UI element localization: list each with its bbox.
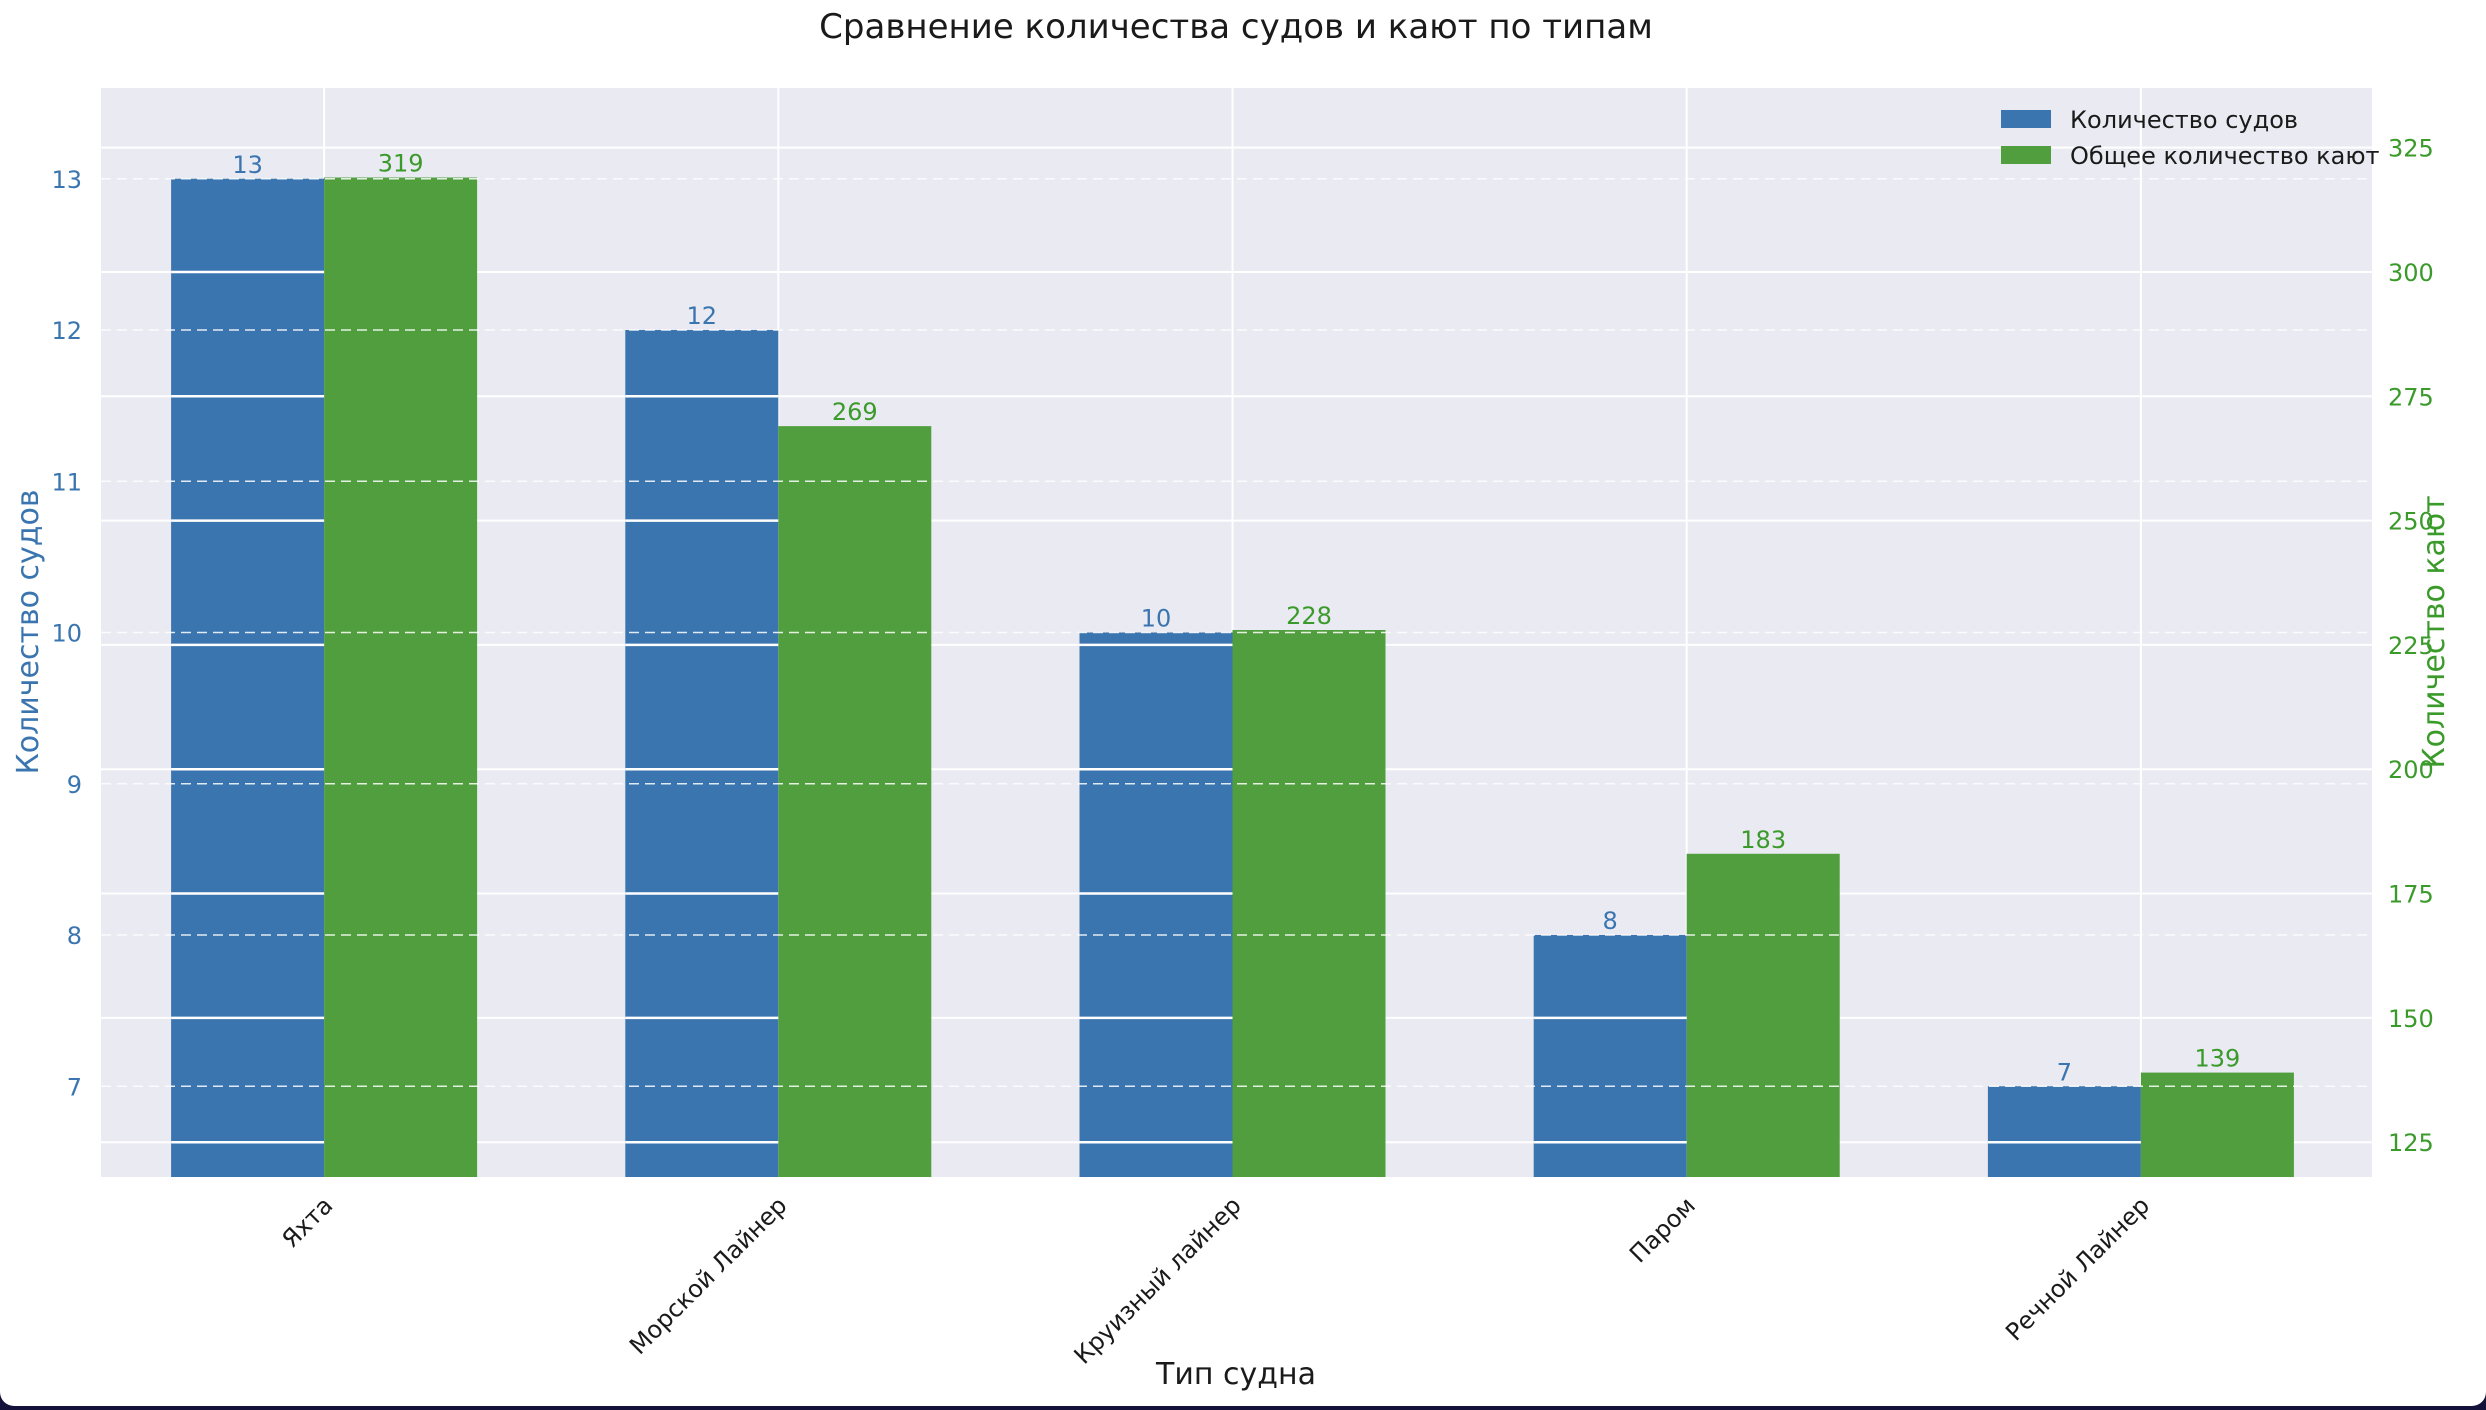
right-y-tick-label: 300 — [2388, 259, 2434, 287]
x-tick-label: Круизный лайнер — [1069, 1191, 1247, 1369]
right-y-tick-label: 225 — [2388, 632, 2434, 660]
bar-value-label-vessels: 7 — [2057, 1058, 2072, 1086]
bar-cabin-count — [324, 177, 478, 1178]
right-y-tick-label: 175 — [2388, 881, 2434, 909]
bar-cabin-count — [1232, 630, 1386, 1177]
x-tick-label: Паром — [1624, 1191, 1701, 1268]
legend-label-vessels: Количество судов — [2070, 106, 2298, 134]
bar-cabin-count — [2140, 1072, 2294, 1177]
bar-vessel-count — [1079, 632, 1233, 1177]
bar-vessel-count — [625, 330, 779, 1177]
bar-value-label-vessels: 13 — [232, 151, 263, 179]
bar-vessel-count — [171, 178, 325, 1177]
x-axis-label: Тип судна — [1155, 1357, 1316, 1392]
legend-swatch-vessels — [2001, 110, 2051, 128]
right-y-tick-label: 250 — [2388, 508, 2434, 536]
legend-label-cabins: Общее количество кают — [2070, 142, 2380, 170]
bar-value-label-cabins: 319 — [378, 150, 424, 178]
bar-cabin-count — [1686, 853, 1840, 1177]
x-tick-label: Яхта — [276, 1191, 338, 1253]
bar-value-label-cabins: 228 — [1286, 602, 1332, 630]
bar-value-label-cabins: 183 — [1740, 826, 1786, 854]
bar-value-label-cabins: 139 — [2194, 1045, 2240, 1073]
legend-swatch-cabins — [2001, 146, 2051, 164]
right-y-tick-label: 150 — [2388, 1005, 2434, 1033]
right-y-tick-label: 200 — [2388, 756, 2434, 784]
x-tick-label: Речной Лайнер — [2000, 1191, 2155, 1346]
left-y-tick-label: 8 — [67, 922, 82, 950]
bar-value-label-vessels: 10 — [1141, 605, 1172, 633]
bar-value-label-vessels: 8 — [1603, 907, 1618, 935]
left-y-tick-label: 10 — [51, 620, 82, 648]
left-y-tick-label: 13 — [51, 166, 82, 194]
left-y-tick-label: 9 — [67, 771, 82, 799]
left-y-axis-label: Количество судов — [11, 489, 46, 774]
left-y-tick-label: 12 — [51, 317, 82, 345]
right-y-tick-label: 125 — [2388, 1129, 2434, 1157]
left-y-tick-label: 11 — [51, 468, 82, 496]
right-y-tick-label: 325 — [2388, 135, 2434, 163]
bar-cabin-count — [778, 426, 932, 1178]
bar-value-label-vessels: 12 — [687, 302, 718, 330]
right-y-tick-label: 275 — [2388, 383, 2434, 411]
x-tick-label: Морской Лайнер — [624, 1191, 792, 1359]
bar-vessel-count — [1533, 935, 1687, 1177]
bar-value-label-cabins: 269 — [832, 398, 878, 426]
left-y-tick-label: 7 — [67, 1073, 82, 1101]
right-y-axis-label: Количество кают — [2417, 495, 2452, 768]
chart-title: Сравнение количества судов и кают по тип… — [819, 7, 1653, 47]
bar-vessel-count — [1987, 1086, 2141, 1177]
